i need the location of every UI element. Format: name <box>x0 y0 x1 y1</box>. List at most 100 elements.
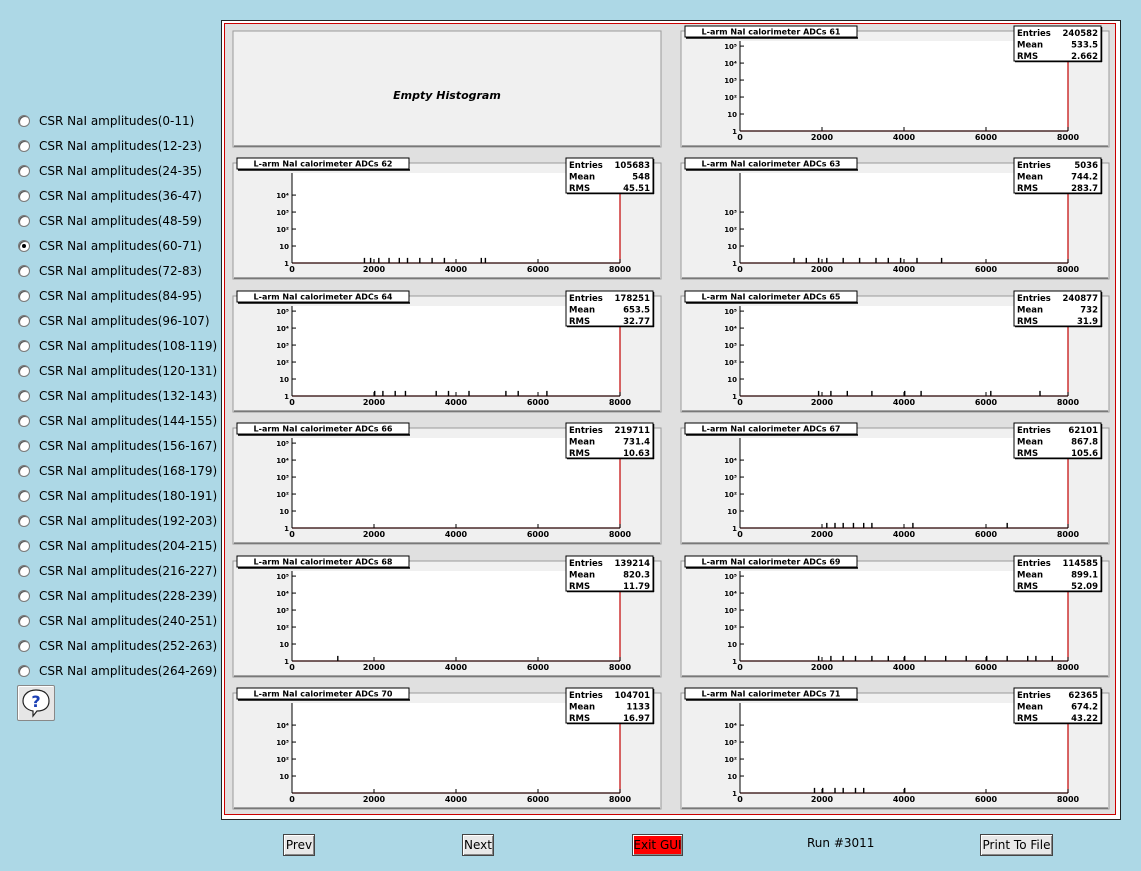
stats-value: 899.1 <box>1071 571 1098 581</box>
histogram-count-bar <box>1035 655 1037 662</box>
y-tick-label: 10 <box>727 243 737 251</box>
group-radio-row[interactable]: CSR NaI amplitudes(108-119) <box>18 333 217 358</box>
group-radio-row[interactable]: CSR NaI amplitudes(180-191) <box>18 483 217 508</box>
radio-unselected[interactable] <box>18 264 30 277</box>
group-radio-row[interactable]: CSR NaI amplitudes(36-47) <box>18 183 217 208</box>
prev-button[interactable]: Prev <box>283 834 315 856</box>
next-button[interactable]: Next <box>462 834 494 856</box>
x-tick-label: 0 <box>289 265 295 274</box>
help-button[interactable]: ? <box>17 685 55 721</box>
histogram-count-bar <box>388 257 390 264</box>
group-radio-row[interactable]: CSR NaI amplitudes(96-107) <box>18 308 217 333</box>
radio-unselected[interactable] <box>18 639 30 652</box>
y-tick-label: 10² <box>276 226 289 234</box>
histogram-count-bar <box>858 257 861 264</box>
radio-unselected[interactable] <box>18 114 30 127</box>
stats-value: 731.4 <box>623 438 650 448</box>
stats-label: Mean <box>569 571 595 581</box>
radio-unselected[interactable] <box>18 614 30 627</box>
radio-unselected[interactable] <box>18 489 30 502</box>
group-radio-label: CSR NaI amplitudes(108-119) <box>39 338 218 353</box>
x-tick-label: 0 <box>737 530 743 539</box>
y-tick-label: 10 <box>727 376 737 384</box>
histogram-count-bar <box>394 390 396 397</box>
group-radio-row[interactable]: CSR NaI amplitudes(192-203) <box>18 508 217 533</box>
histogram-pad: 0 2000 4000 6000 8000 1 10 10² 10³ 10⁴ L-arm NaI c… <box>233 158 662 280</box>
group-radio-row[interactable]: CSR NaI amplitudes(144-155) <box>18 408 217 433</box>
radio-unselected[interactable] <box>18 339 30 352</box>
histogram-count-bar <box>406 257 409 264</box>
y-tick-label: 10⁵ <box>724 43 737 51</box>
histogram-title-box: L-arm NaI calorimeter ADCs 63 <box>684 157 858 171</box>
exit-gui-button[interactable]: Exit GUI <box>632 834 683 856</box>
group-radio-row[interactable]: CSR NaI amplitudes(168-179) <box>18 458 217 483</box>
x-tick-label: 4000 <box>893 265 916 274</box>
stats-label: RMS <box>569 582 590 592</box>
plot-frame <box>292 306 620 396</box>
group-radio-row[interactable]: CSR NaI amplitudes(48-59) <box>18 208 217 233</box>
group-radio-row[interactable]: CSR NaI amplitudes(84-95) <box>18 283 217 308</box>
stats-label: Mean <box>1017 41 1043 51</box>
stats-label: Mean <box>1017 306 1043 316</box>
histogram-count-bar <box>404 390 407 397</box>
radio-unselected[interactable] <box>18 539 30 552</box>
group-radio-row[interactable]: CSR NaI amplitudes(12-23) <box>18 133 217 158</box>
radio-selected[interactable] <box>18 239 30 252</box>
histogram-count-bar <box>419 257 421 264</box>
radio-unselected[interactable] <box>18 464 30 477</box>
group-radio-row[interactable]: CSR NaI amplitudes(240-251) <box>18 608 217 633</box>
histogram-count-bar <box>443 257 446 264</box>
radio-unselected[interactable] <box>18 414 30 427</box>
radio-unselected[interactable] <box>18 664 30 677</box>
histogram-pad: 0 2000 4000 6000 8000 1 10 10² 10³ L-arm NaI calo… <box>681 157 1110 280</box>
group-radio-row[interactable]: CSR NaI amplitudes(24-35) <box>18 158 217 183</box>
radio-unselected[interactable] <box>18 289 30 302</box>
histogram-title: L-arm NaI calorimeter ADCs 63 <box>702 160 841 169</box>
group-radio-row[interactable]: CSR NaI amplitudes(156-167) <box>18 433 217 458</box>
radio-unselected[interactable] <box>18 364 30 377</box>
group-radio-row[interactable]: CSR NaI amplitudes(216-227) <box>18 558 217 583</box>
group-radio-row[interactable]: CSR NaI amplitudes(72-83) <box>18 258 217 283</box>
stats-box-frame <box>565 422 654 459</box>
x-tick-label: 8000 <box>609 530 632 539</box>
group-radio-row[interactable]: CSR NaI amplitudes(228-239) <box>18 583 217 608</box>
group-radio-label: CSR NaI amplitudes(132-143) <box>39 388 218 403</box>
stats-label: Entries <box>1017 559 1051 569</box>
histogram-pad: 0 2000 4000 6000 8000 1 10 10² 10³ 10⁴ 10⁵ L-arm Na… <box>681 26 1110 148</box>
stats-value: 52.09 <box>1071 582 1098 592</box>
histogram-pad: 0 2000 4000 6000 8000 1 10 10² 10³ 10⁴ L-arm NaI c… <box>681 423 1110 545</box>
radio-unselected[interactable] <box>18 164 30 177</box>
radio-unselected[interactable] <box>18 589 30 602</box>
radio-unselected[interactable] <box>18 189 30 202</box>
histogram-count-bar <box>834 787 836 794</box>
stats-label: RMS <box>1017 184 1038 194</box>
y-tick-label: 1 <box>732 525 737 533</box>
stats-box-frame <box>1013 555 1102 592</box>
group-radio-row[interactable]: CSR NaI amplitudes(132-143) <box>18 383 217 408</box>
histogram-count-bar <box>378 257 380 264</box>
group-radio-row[interactable]: CSR NaI amplitudes(252-263) <box>18 633 217 658</box>
x-tick-label: 2000 <box>363 663 386 672</box>
radio-unselected[interactable] <box>18 314 30 327</box>
radio-unselected[interactable] <box>18 564 30 577</box>
group-radio-row[interactable]: CSR NaI amplitudes(120-131) <box>18 358 217 383</box>
x-tick-label: 4000 <box>893 795 916 804</box>
stats-value: 732 <box>1080 306 1098 316</box>
print-to-file-button[interactable]: Print To File <box>980 834 1053 856</box>
radio-unselected[interactable] <box>18 139 30 152</box>
group-radio-row[interactable]: CSR NaI amplitudes(0-11) <box>18 108 217 133</box>
radio-unselected[interactable] <box>18 514 30 527</box>
radio-unselected[interactable] <box>18 389 30 402</box>
y-tick-label: 1 <box>284 525 289 533</box>
stats-label: RMS <box>569 449 590 459</box>
group-radio-row[interactable]: CSR NaI amplitudes(204-215) <box>18 533 217 558</box>
histogram-count-bar <box>374 390 376 397</box>
radio-unselected[interactable] <box>18 214 30 227</box>
radio-unselected[interactable] <box>18 439 30 452</box>
title-box-frame <box>236 422 410 435</box>
group-radio-row[interactable]: CSR NaI amplitudes(264-269) <box>18 658 217 683</box>
stats-label: Entries <box>1017 294 1051 304</box>
histogram-pad: 0 2000 4000 6000 8000 1 10 10² 10³ 10⁴ 10⁵ L-arm Na… <box>681 555 1110 678</box>
y-tick-label: 10 <box>279 376 289 384</box>
group-radio-row[interactable]: CSR NaI amplitudes(60-71) <box>18 233 217 258</box>
